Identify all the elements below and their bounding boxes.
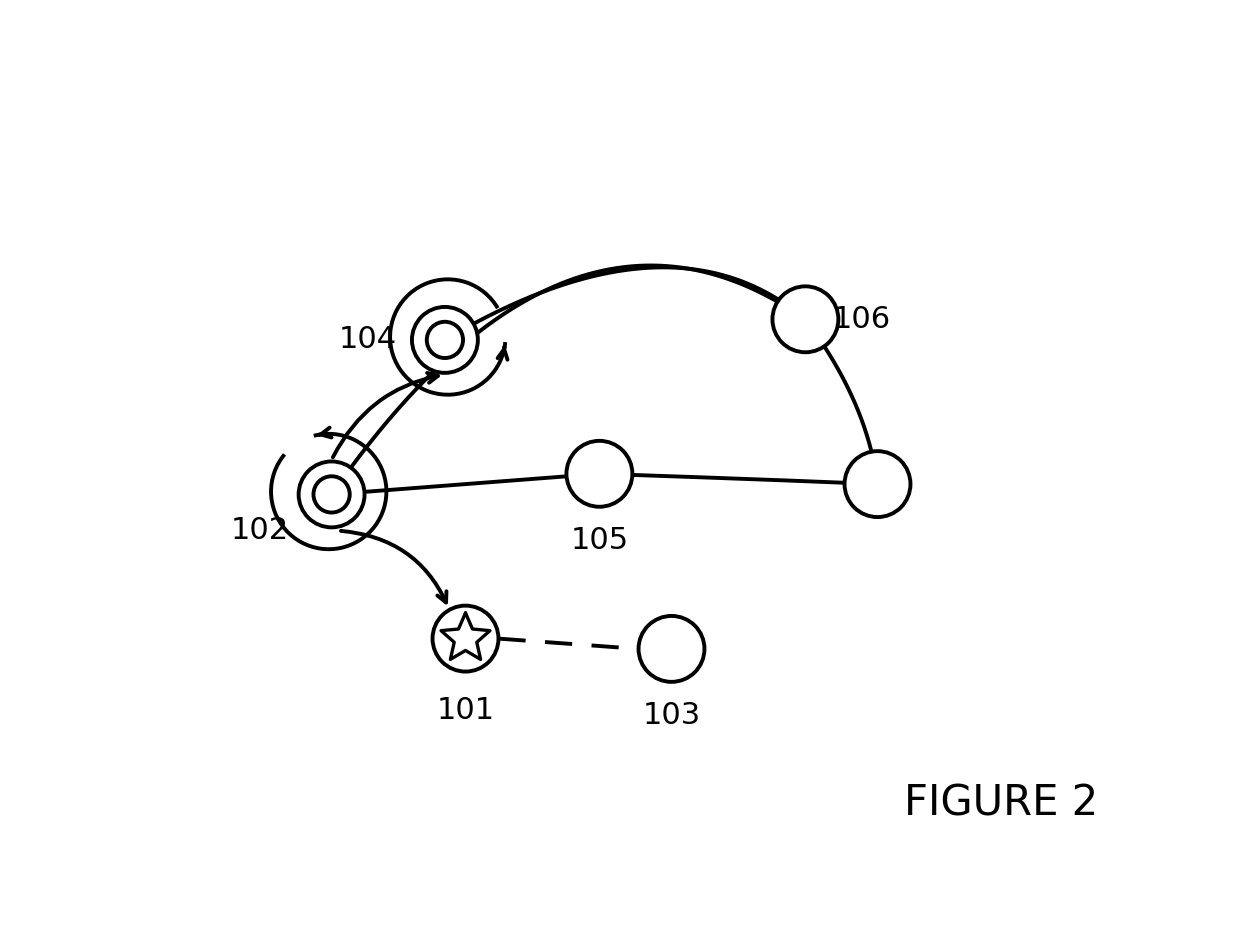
Text: 104: 104 bbox=[339, 325, 397, 354]
Circle shape bbox=[567, 441, 632, 507]
Circle shape bbox=[844, 451, 910, 517]
Circle shape bbox=[773, 286, 838, 352]
Text: 102: 102 bbox=[231, 516, 289, 545]
Circle shape bbox=[433, 605, 498, 671]
Text: 101: 101 bbox=[436, 696, 495, 725]
Text: FIGURE 2: FIGURE 2 bbox=[904, 782, 1099, 824]
Circle shape bbox=[639, 616, 704, 682]
Text: 105: 105 bbox=[570, 527, 629, 555]
Text: 106: 106 bbox=[833, 305, 892, 334]
Circle shape bbox=[412, 307, 477, 373]
Circle shape bbox=[427, 322, 463, 358]
Text: 103: 103 bbox=[642, 702, 701, 730]
Circle shape bbox=[299, 462, 365, 527]
Circle shape bbox=[314, 476, 350, 513]
